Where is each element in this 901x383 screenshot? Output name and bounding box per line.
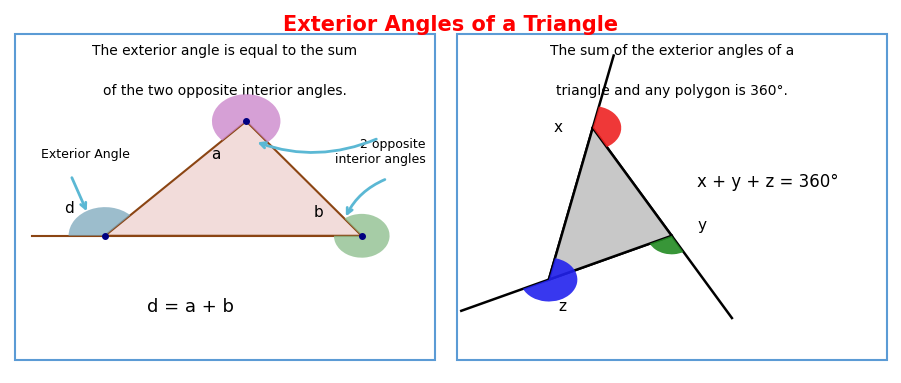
FancyBboxPatch shape: [457, 34, 887, 360]
Text: The exterior angle is equal to the sum: The exterior angle is equal to the sum: [92, 44, 358, 58]
Text: x + y + z = 360°: x + y + z = 360°: [697, 173, 839, 191]
Polygon shape: [105, 121, 361, 236]
Text: d: d: [64, 201, 74, 216]
Text: The sum of the exterior angles of a: The sum of the exterior angles of a: [550, 44, 794, 58]
Text: Exterior Angles of a Triangle: Exterior Angles of a Triangle: [283, 15, 618, 35]
Text: d = a + b: d = a + b: [147, 298, 234, 316]
Text: 2 opposite
interior angles: 2 opposite interior angles: [335, 137, 426, 165]
Text: a: a: [212, 147, 221, 162]
Wedge shape: [523, 258, 578, 301]
Wedge shape: [68, 207, 131, 236]
Wedge shape: [334, 214, 389, 258]
Text: z: z: [558, 299, 566, 314]
Polygon shape: [549, 128, 672, 280]
Text: b: b: [314, 205, 323, 220]
Text: y: y: [698, 218, 707, 233]
Wedge shape: [650, 236, 684, 254]
Wedge shape: [212, 94, 280, 142]
Text: Exterior Angle: Exterior Angle: [41, 148, 130, 161]
Text: triangle and any polygon is 360°.: triangle and any polygon is 360°.: [556, 84, 787, 98]
Text: of the two opposite interior angles.: of the two opposite interior angles.: [103, 84, 347, 98]
Wedge shape: [593, 106, 621, 147]
FancyBboxPatch shape: [15, 34, 434, 360]
Text: x: x: [553, 120, 562, 136]
